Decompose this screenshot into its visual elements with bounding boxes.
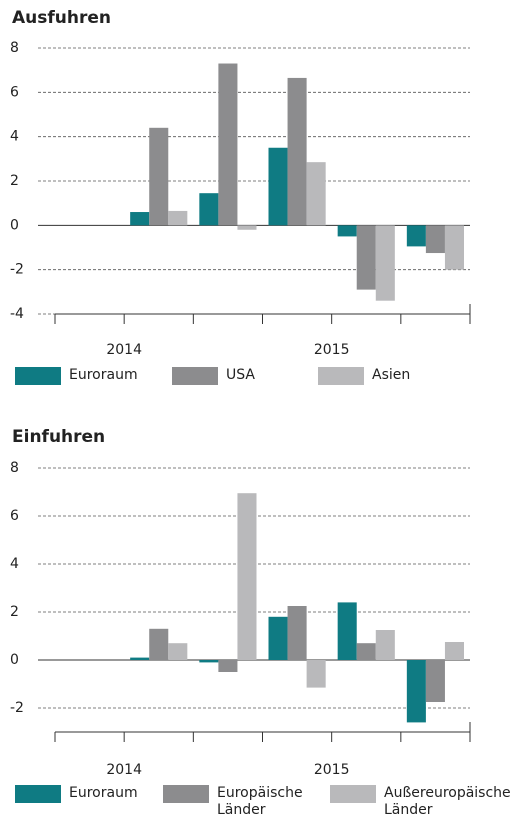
y-tick-label: 2 bbox=[10, 604, 19, 620]
y-tick-label: 6 bbox=[10, 84, 19, 100]
bar bbox=[168, 210, 188, 226]
chart: Ausfuhren -4 -2 0 2 4 6 8 2014 2015 bbox=[10, 8, 471, 358]
legend-label: USA bbox=[226, 367, 255, 383]
bar bbox=[130, 212, 150, 226]
bar bbox=[268, 147, 288, 226]
legend-label: Europäische Länder bbox=[217, 785, 303, 818]
legend-label: Außereuropäische Länder bbox=[384, 785, 511, 818]
legend-item: USA bbox=[172, 367, 346, 385]
legend-item: Euroraum bbox=[15, 367, 189, 385]
year-label: 2014 bbox=[106, 762, 142, 778]
chart: Einfuhren -2 0 2 4 6 8 2014 2015 bbox=[10, 427, 471, 778]
bar bbox=[306, 162, 326, 226]
bar bbox=[444, 225, 464, 270]
legend-item: Europäische Länder bbox=[163, 785, 337, 819]
y-tick-label: 0 bbox=[10, 217, 19, 233]
y-tick-label: 2 bbox=[10, 173, 19, 189]
y-tick-label: 8 bbox=[10, 460, 19, 476]
legend-swatch bbox=[15, 785, 61, 803]
bar bbox=[237, 493, 257, 660]
y-tick-label: 8 bbox=[10, 40, 19, 56]
bar bbox=[425, 225, 445, 254]
bar bbox=[356, 643, 376, 660]
bar bbox=[199, 660, 219, 663]
legend-swatch bbox=[330, 785, 376, 803]
bar bbox=[149, 628, 169, 660]
legend-label: Euroraum bbox=[69, 785, 138, 801]
bar bbox=[337, 602, 357, 660]
bar bbox=[444, 642, 464, 660]
legend-swatch bbox=[172, 367, 218, 385]
bar bbox=[375, 225, 395, 301]
bar bbox=[268, 616, 288, 660]
y-tick-label: 4 bbox=[10, 129, 19, 145]
bar bbox=[218, 660, 238, 672]
y-tick-label: -2 bbox=[10, 700, 24, 716]
legend-item: Euroraum bbox=[15, 785, 189, 803]
bar bbox=[149, 127, 169, 226]
legend-item: Außereuropäische Länder bbox=[330, 785, 511, 819]
legend-swatch bbox=[163, 785, 209, 803]
chart-title: Einfuhren bbox=[12, 427, 105, 447]
legend-label: Euroraum bbox=[69, 367, 138, 383]
bar bbox=[406, 225, 426, 247]
bar bbox=[237, 225, 257, 230]
year-label: 2014 bbox=[106, 342, 142, 358]
legend-label: Asien bbox=[372, 367, 411, 383]
legend-swatch bbox=[15, 367, 61, 385]
legend-item: Asien bbox=[318, 367, 492, 385]
chart-title: Ausfuhren bbox=[12, 8, 111, 28]
bar bbox=[199, 193, 219, 226]
year-label: 2015 bbox=[314, 762, 350, 778]
bar bbox=[425, 660, 445, 702]
bar bbox=[356, 225, 376, 290]
y-tick-label: 4 bbox=[10, 556, 19, 572]
year-label: 2015 bbox=[314, 342, 350, 358]
y-tick-label: 6 bbox=[10, 508, 19, 524]
bar bbox=[287, 606, 307, 660]
y-tick-label: -4 bbox=[10, 306, 24, 322]
bar bbox=[306, 660, 326, 688]
bar bbox=[337, 225, 357, 237]
bar bbox=[130, 657, 150, 660]
bar bbox=[218, 63, 238, 226]
y-tick-label: -2 bbox=[10, 262, 24, 278]
bar bbox=[406, 660, 426, 723]
y-tick-label: 0 bbox=[10, 652, 19, 668]
bar bbox=[168, 643, 188, 660]
bar bbox=[375, 630, 395, 660]
bar bbox=[287, 77, 307, 226]
legend-swatch bbox=[318, 367, 364, 385]
